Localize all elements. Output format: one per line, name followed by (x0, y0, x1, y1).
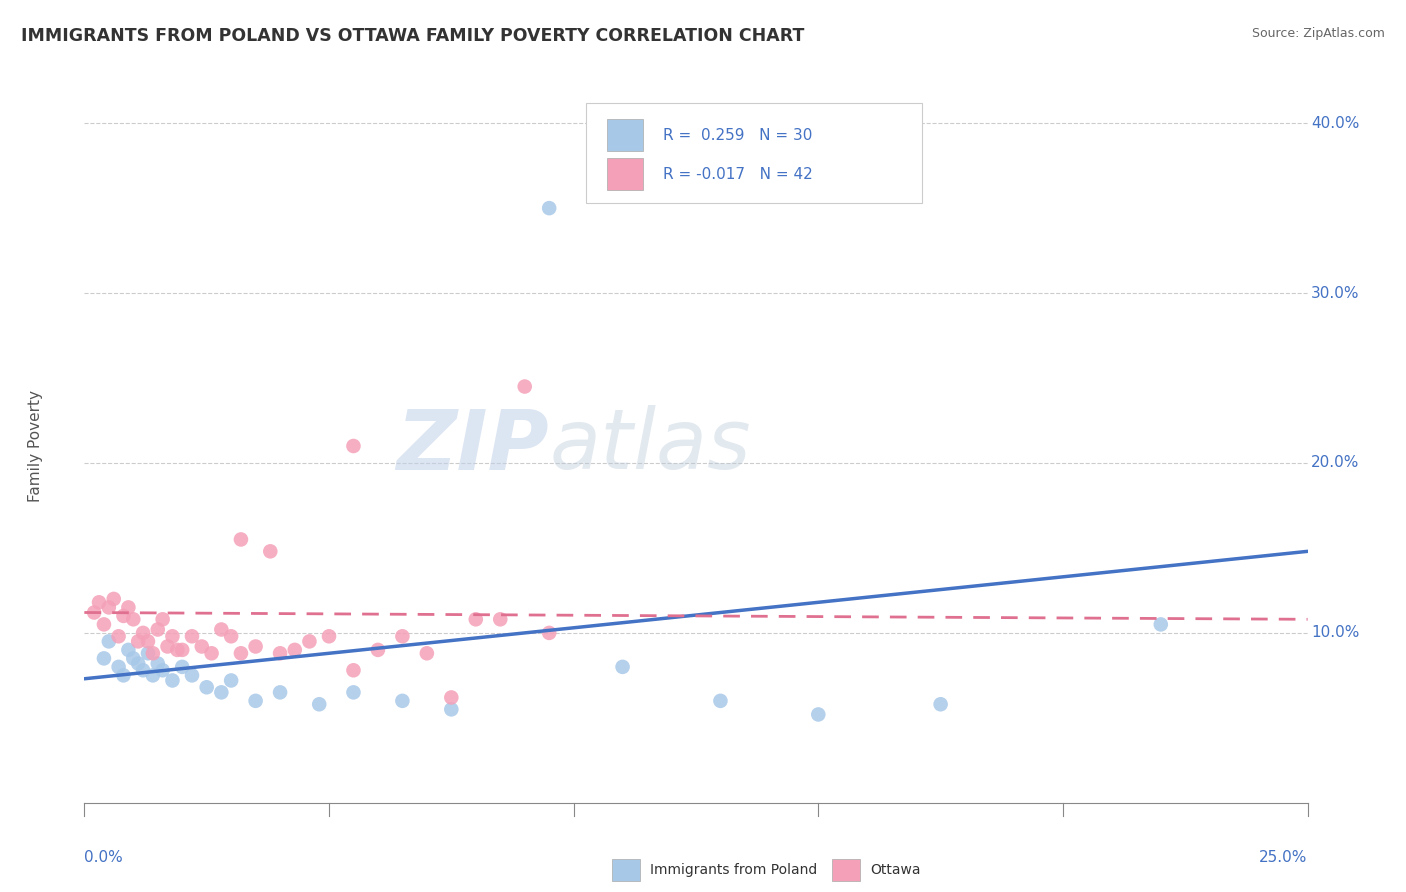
Point (152, 612, 174, 626)
Point (93, 617, 115, 632)
Point (298, 634, 321, 648)
FancyBboxPatch shape (586, 103, 922, 203)
Point (97, 600, 120, 615)
Point (142, 646, 165, 660)
Point (391, 694, 413, 708)
Point (229, 646, 252, 660)
Point (191, 640, 214, 654)
Point (342, 663, 364, 677)
Point (229, 533, 252, 547)
Point (391, 629, 413, 643)
FancyBboxPatch shape (606, 158, 644, 190)
Point (172, 643, 194, 657)
Text: 10.0%: 10.0% (1312, 625, 1360, 640)
Point (127, 657, 149, 671)
Point (709, 694, 731, 708)
Point (122, 612, 145, 626)
Point (172, 660, 194, 674)
Point (538, 201, 561, 215)
Point (117, 600, 139, 615)
Point (162, 629, 184, 643)
Point (195, 680, 218, 694)
Point (83, 606, 105, 620)
Point (489, 612, 512, 626)
Point (209, 685, 232, 699)
Point (440, 702, 463, 716)
Text: R = -0.017   N = 42: R = -0.017 N = 42 (664, 167, 813, 182)
Point (97, 634, 120, 648)
Point (181, 668, 204, 682)
Point (103, 591, 125, 606)
Point (440, 690, 463, 705)
Text: 30.0%: 30.0% (1312, 285, 1360, 301)
Text: Family Poverty: Family Poverty (28, 390, 44, 502)
Point (342, 439, 364, 453)
Point (308, 698, 330, 712)
Point (122, 651, 145, 665)
Point (112, 608, 135, 623)
Point (132, 626, 155, 640)
Point (152, 663, 174, 677)
Point (166, 643, 188, 657)
Text: 40.0%: 40.0% (1312, 116, 1360, 131)
Point (156, 640, 179, 654)
Point (612, 660, 634, 674)
Point (269, 685, 291, 699)
Point (181, 629, 204, 643)
Point (318, 629, 340, 643)
Point (219, 629, 242, 643)
Point (245, 640, 267, 654)
Point (87, 595, 110, 609)
Text: ZIP: ZIP (396, 406, 550, 486)
Point (807, 707, 830, 722)
Point (93, 651, 115, 665)
Point (464, 612, 486, 626)
Text: 25.0%: 25.0% (1260, 850, 1308, 865)
Point (162, 673, 184, 688)
Point (112, 668, 135, 682)
Text: atlas: atlas (550, 406, 751, 486)
Point (209, 623, 232, 637)
Point (284, 643, 307, 657)
Point (136, 646, 159, 660)
Point (136, 634, 159, 648)
Point (269, 646, 291, 660)
Point (200, 646, 222, 660)
Point (107, 629, 129, 643)
Text: Ottawa: Ottawa (870, 863, 921, 877)
Point (513, 379, 536, 393)
Point (127, 634, 149, 648)
Text: 0.0%: 0.0% (84, 850, 124, 865)
Point (1150, 617, 1173, 632)
Point (259, 544, 281, 558)
Text: 20.0%: 20.0% (1312, 456, 1360, 470)
Text: IMMIGRANTS FROM POLAND VS OTTAWA FAMILY POVERTY CORRELATION CHART: IMMIGRANTS FROM POLAND VS OTTAWA FAMILY … (21, 27, 804, 45)
Point (367, 643, 389, 657)
Text: Immigrants from Poland: Immigrants from Poland (650, 863, 817, 877)
Point (538, 626, 561, 640)
Point (342, 685, 364, 699)
Point (107, 660, 129, 674)
Point (146, 623, 169, 637)
Point (245, 694, 267, 708)
Text: R =  0.259   N = 30: R = 0.259 N = 30 (664, 128, 813, 143)
Point (117, 643, 139, 657)
Point (132, 663, 155, 677)
Text: Source: ZipAtlas.com: Source: ZipAtlas.com (1251, 27, 1385, 40)
Point (416, 646, 439, 660)
Point (146, 657, 169, 671)
Point (929, 698, 952, 712)
Point (219, 673, 242, 688)
FancyBboxPatch shape (606, 120, 644, 152)
Point (142, 668, 165, 682)
